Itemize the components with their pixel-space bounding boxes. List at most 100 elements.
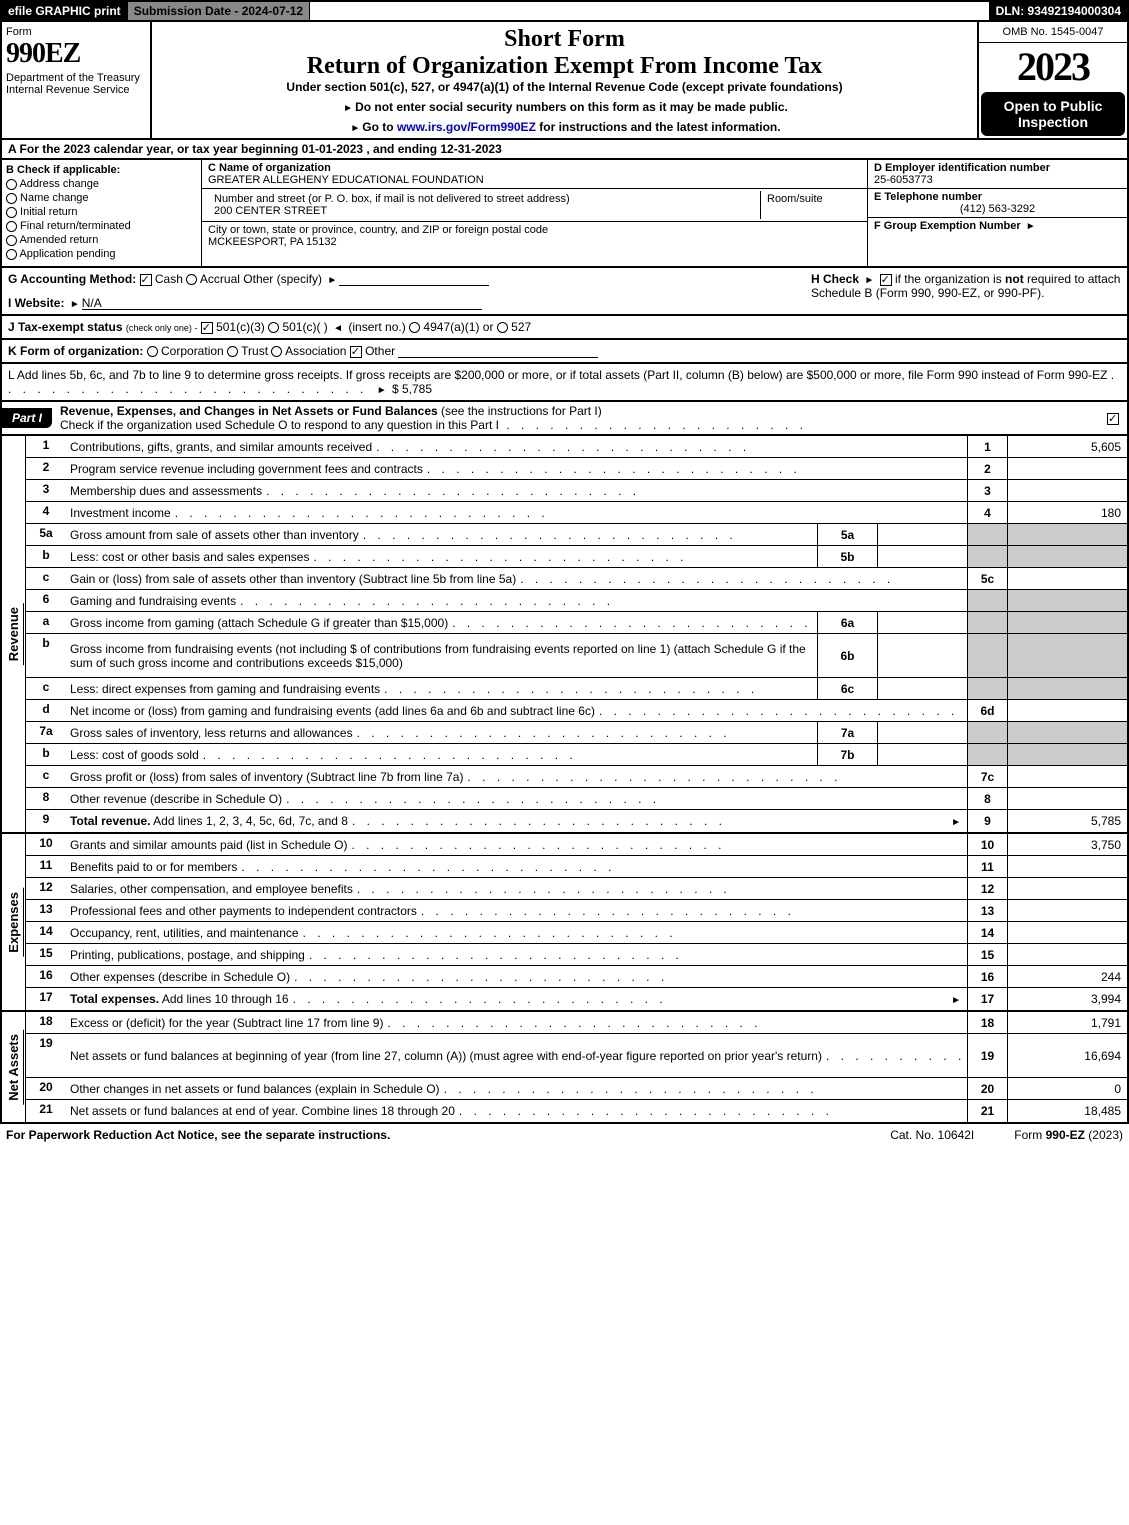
line-row: 10Grants and similar amounts paid (list …: [26, 834, 1127, 856]
city-label: City or town, state or province, country…: [208, 224, 548, 236]
j-527-radio[interactable]: [497, 322, 508, 333]
part-i-tab: Part I: [2, 408, 52, 428]
c-name-label: C Name of organization: [208, 162, 331, 174]
line-row: 6Gaming and fundraising events. . . . . …: [26, 590, 1127, 612]
line-row: 1Contributions, gifts, grants, and simil…: [26, 436, 1127, 458]
section-b-row: B Check if applicable: Address change Na…: [0, 160, 1129, 268]
line-row: 12Salaries, other compensation, and empl…: [26, 878, 1127, 900]
section-b-header: B Check if applicable:: [6, 164, 197, 176]
top-bar: efile GRAPHIC print Submission Date - 20…: [0, 0, 1129, 22]
revenue-label: Revenue: [4, 603, 24, 665]
line-row: aGross income from gaming (attach Schedu…: [26, 612, 1127, 634]
short-form-label: Short Form: [156, 26, 973, 53]
h-checkbox[interactable]: [880, 274, 892, 286]
netassets-section: Net Assets 18Excess or (deficit) for the…: [0, 1012, 1129, 1124]
line-row: 11Benefits paid to or for members. . . .…: [26, 856, 1127, 878]
other-label: Other (specify): [243, 272, 322, 286]
other-specify-line[interactable]: [339, 272, 489, 286]
j-label: J Tax-exempt status: [8, 320, 123, 334]
j-opt3: 4947(a)(1) or: [423, 320, 493, 334]
h-mid: if the organization is: [895, 272, 1005, 286]
i-label: I Website:: [8, 296, 64, 310]
part-i-title: Revenue, Expenses, and Changes in Net As…: [60, 404, 438, 418]
line-row: cGross profit or (loss) from sales of in…: [26, 766, 1127, 788]
line-row: bLess: cost of goods sold. . . . . . . .…: [26, 744, 1127, 766]
under-section: Under section 501(c), 527, or 4947(a)(1)…: [156, 80, 973, 94]
line-row: 14Occupancy, rent, utilities, and mainte…: [26, 922, 1127, 944]
goto-note: Go to www.irs.gov/Form990EZ for instruct…: [156, 120, 973, 134]
irs-link[interactable]: www.irs.gov/Form990EZ: [397, 120, 536, 134]
ein: 25-6053773: [874, 174, 933, 186]
row-a: A For the 2023 calendar year, or tax yea…: [0, 140, 1129, 160]
footer-right: Form 990-EZ (2023): [1014, 1128, 1123, 1142]
j-501c-radio[interactable]: [268, 322, 279, 333]
b-checkbox-item[interactable]: Address change: [6, 178, 197, 190]
line-row: cGain or (loss) from sale of assets othe…: [26, 568, 1127, 590]
footer: For Paperwork Reduction Act Notice, see …: [0, 1124, 1129, 1146]
telephone: (412) 563-3292: [874, 203, 1121, 215]
expenses-label: Expenses: [4, 888, 24, 957]
accrual-radio[interactable]: [186, 274, 197, 285]
j-opt1: 501(c)(3): [216, 320, 265, 334]
k-option[interactable]: Other: [350, 344, 399, 358]
expenses-section: Expenses 10Grants and similar amounts pa…: [0, 834, 1129, 1012]
b-checkbox-item[interactable]: Initial return: [6, 206, 197, 218]
part-i-sub: (see the instructions for Part I): [441, 404, 602, 418]
b-checkbox-item[interactable]: Amended return: [6, 234, 197, 246]
b-checkbox-item[interactable]: Name change: [6, 192, 197, 204]
city: MCKEESPORT, PA 15132: [208, 236, 337, 248]
org-name: GREATER ALLEGHENY EDUCATIONAL FOUNDATION: [208, 174, 484, 186]
cash-checkbox[interactable]: [140, 274, 152, 286]
efile-label: efile GRAPHIC print: [2, 2, 128, 20]
row-j: J Tax-exempt status (check only one) - 5…: [0, 316, 1129, 340]
line-row: 8Other revenue (describe in Schedule O).…: [26, 788, 1127, 810]
form-label: Form: [6, 26, 146, 38]
street: 200 CENTER STREET: [214, 205, 327, 217]
section-gh: G Accounting Method: Cash Accrual Other …: [0, 268, 1129, 316]
line-row: 13Professional fees and other payments t…: [26, 900, 1127, 922]
b-checkbox-item[interactable]: Application pending: [6, 248, 197, 260]
line-row: 16Other expenses (describe in Schedule O…: [26, 966, 1127, 988]
line-row: dNet income or (loss) from gaming and fu…: [26, 700, 1127, 722]
h-not: not: [1005, 272, 1024, 286]
b-checkbox-item[interactable]: Final return/terminated: [6, 220, 197, 232]
form-title: Return of Organization Exempt From Incom…: [156, 53, 973, 80]
group-label: F Group Exemption Number: [874, 220, 1021, 232]
part-i-checkbox[interactable]: [1107, 413, 1119, 425]
k-label: K Form of organization:: [8, 344, 143, 358]
street-label: Number and street (or P. O. box, if mail…: [214, 193, 570, 205]
j-501c3-checkbox[interactable]: [201, 322, 213, 334]
line-row: 4Investment income. . . . . . . . . . . …: [26, 502, 1127, 524]
cash-label: Cash: [155, 272, 183, 286]
line-row: 19Net assets or fund balances at beginni…: [26, 1034, 1127, 1078]
k-option[interactable]: Association: [271, 344, 349, 358]
row-l: L Add lines 5b, 6c, and 7b to line 9 to …: [0, 364, 1129, 402]
j-sub: (check only one) -: [126, 323, 198, 333]
ein-label: D Employer identification number: [874, 162, 1050, 174]
submission-date: Submission Date - 2024-07-12: [128, 2, 310, 20]
room-label: Room/suite: [761, 191, 861, 219]
website-value: N/A: [82, 296, 102, 310]
tel-label: E Telephone number: [874, 191, 982, 203]
line-row: 7aGross sales of inventory, less returns…: [26, 722, 1127, 744]
revenue-section: Revenue 1Contributions, gifts, grants, a…: [0, 436, 1129, 834]
form-code: 990EZ: [6, 38, 146, 70]
line-row: 3Membership dues and assessments. . . . …: [26, 480, 1127, 502]
j-opt4: 527: [511, 320, 531, 334]
line-row: 15Printing, publications, postage, and s…: [26, 944, 1127, 966]
j-4947-radio[interactable]: [409, 322, 420, 333]
omb-number: OMB No. 1545-0047: [979, 22, 1127, 43]
line-row: bGross income from fundraising events (n…: [26, 634, 1127, 678]
netassets-label: Net Assets: [4, 1030, 24, 1105]
ssn-note: Do not enter social security numbers on …: [156, 100, 973, 114]
h-label-pre: H Check: [811, 272, 859, 286]
tax-year: 2023: [979, 43, 1127, 90]
k-option[interactable]: Trust: [227, 344, 271, 358]
line-row: 9Total revenue. Add lines 1, 2, 3, 4, 5c…: [26, 810, 1127, 832]
department: Department of the Treasury Internal Reve…: [6, 72, 146, 96]
line-row: 20Other changes in net assets or fund ba…: [26, 1078, 1127, 1100]
line-row: 5aGross amount from sale of assets other…: [26, 524, 1127, 546]
j-opt2: 501(c)( ): [282, 320, 327, 334]
line-row: 21Net assets or fund balances at end of …: [26, 1100, 1127, 1122]
k-option[interactable]: Corporation: [147, 344, 227, 358]
